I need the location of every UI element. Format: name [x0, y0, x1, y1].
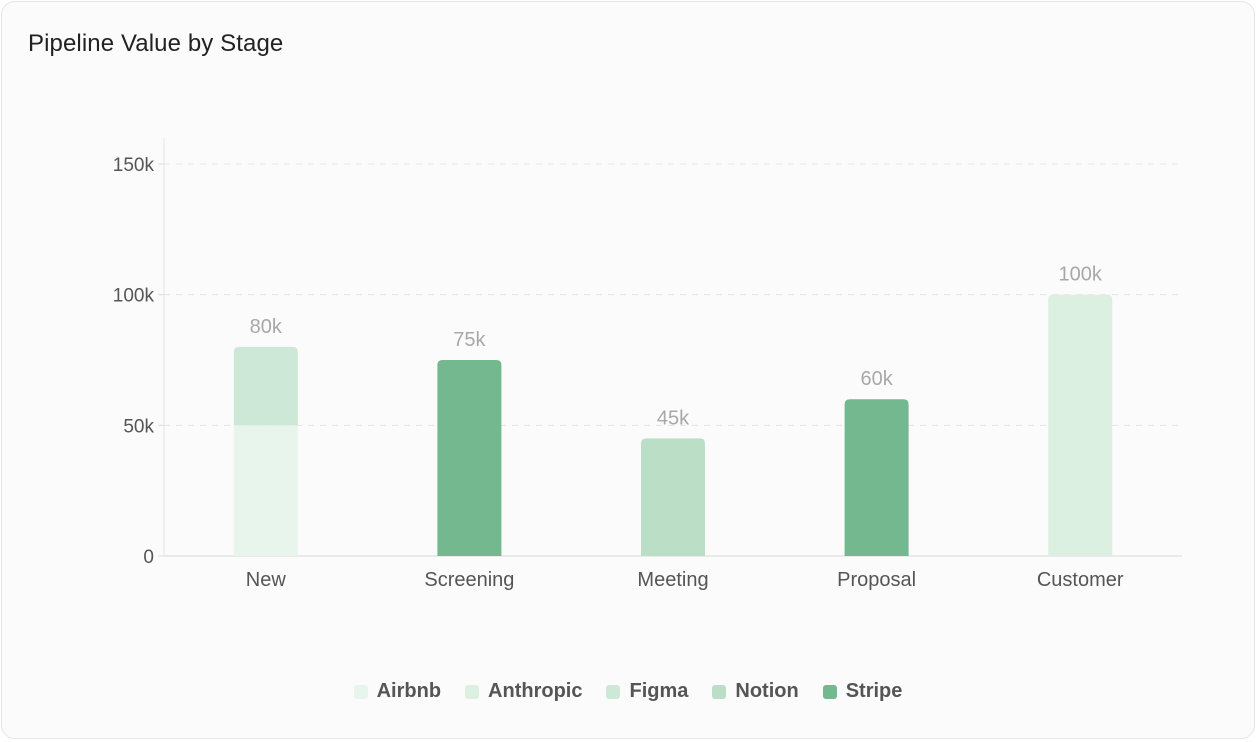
bar-segment-stripe [844, 399, 909, 556]
bar-total-label: 80k [250, 316, 283, 338]
legend-item-airbnb[interactable]: Airbnb [353, 680, 442, 703]
legend-item-figma[interactable]: Figma [606, 680, 688, 703]
y-tick-label: 100k [113, 286, 155, 307]
x-tick-label: Customer [1037, 569, 1124, 591]
y-tick-label: 50k [123, 416, 154, 437]
bar-segment-figma [233, 346, 298, 426]
bar-segment-stripe [437, 360, 502, 556]
legend-swatch [353, 684, 368, 699]
x-tick-label: Screening [424, 569, 514, 591]
bar-total-label: 45k [657, 407, 690, 429]
bar-total-label: 75k [453, 329, 486, 351]
chart-legend: Airbnb Anthropic Figma Notion Stripe [0, 680, 1256, 703]
legend-swatch [606, 684, 621, 699]
bar-segment-notion [641, 438, 705, 556]
legend-item-stripe[interactable]: Stripe [822, 680, 903, 703]
legend-label: Figma [629, 680, 689, 702]
chart-title: Pipeline Value by Stage [28, 30, 284, 57]
legend-item-notion[interactable]: Notion [712, 680, 799, 703]
legend-label: Airbnb [376, 680, 442, 702]
legend-label: Anthropic [488, 680, 583, 702]
y-tick-label: 0 [143, 547, 154, 568]
legend-label: Stripe [845, 680, 903, 702]
bar-total-label: 60k [860, 368, 893, 390]
bar-segment-anthropic [1048, 294, 1113, 556]
legend-swatch [712, 684, 727, 699]
bar-segment-airbnb [233, 425, 298, 556]
x-tick-label: Proposal [837, 569, 916, 591]
x-tick-label: Meeting [637, 569, 708, 591]
x-tick-label: New [246, 569, 287, 591]
legend-item-anthropic[interactable]: Anthropic [465, 680, 582, 703]
legend-swatch [465, 684, 480, 699]
y-tick-label: 150k [113, 155, 155, 176]
bar-total-label: 100k [1059, 264, 1103, 286]
legend-swatch [822, 684, 837, 699]
legend-label: Notion [735, 680, 799, 702]
